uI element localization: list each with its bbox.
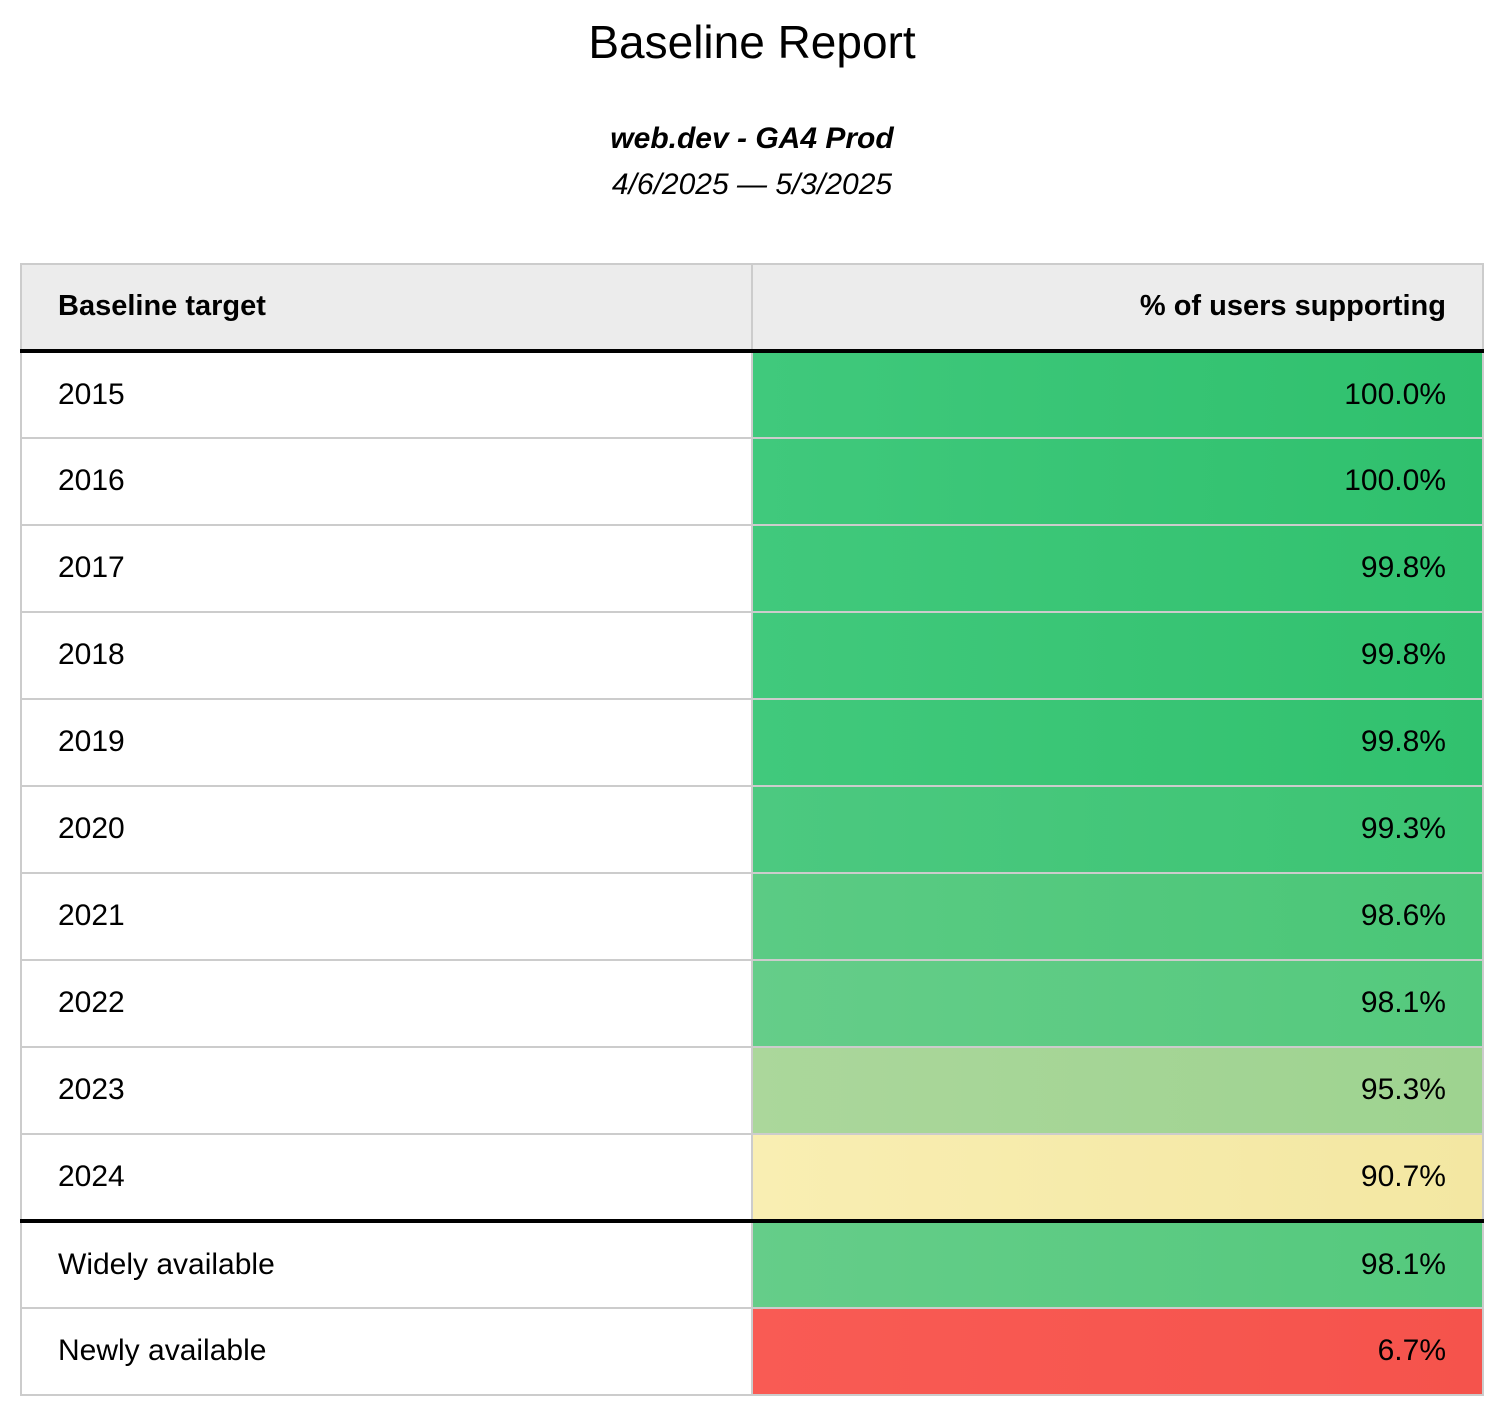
- baseline-target-cell: 2019: [20, 697, 753, 787]
- table-row: 2022 98.1%: [20, 958, 1484, 1048]
- baseline-target-cell: 2017: [20, 523, 753, 613]
- percent-cell: 99.8%: [751, 697, 1484, 787]
- table-row: 2018 99.8%: [20, 610, 1484, 700]
- percent-cell: 100.0%: [751, 436, 1484, 526]
- baseline-target-cell: 2016: [20, 436, 753, 526]
- table-row: 2017 99.8%: [20, 523, 1484, 613]
- percent-cell: 100.0%: [751, 349, 1484, 439]
- table-row-widely-available: Widely available 98.1%: [20, 1219, 1484, 1309]
- baseline-target-cell: 2018: [20, 610, 753, 700]
- table-row: 2020 99.3%: [20, 784, 1484, 874]
- table-row-last-year: 2024 90.7%: [20, 1132, 1484, 1223]
- report-date-range: 4/6/2025 — 5/3/2025: [611, 167, 893, 201]
- table-row-newly-available: Newly available 6.7%: [20, 1306, 1484, 1396]
- percent-cell: 98.1%: [751, 1219, 1484, 1309]
- table-row: 2019 99.8%: [20, 697, 1484, 787]
- percent-cell: 6.7%: [751, 1306, 1484, 1396]
- baseline-target-cell: 2022: [20, 958, 753, 1048]
- percent-cell: 99.8%: [751, 523, 1484, 613]
- baseline-target-cell: 2015: [20, 349, 753, 439]
- percent-cell: 98.6%: [751, 871, 1484, 961]
- baseline-target-cell: 2021: [20, 871, 753, 961]
- table-header-row: Baseline target % of users supporting: [20, 262, 1484, 353]
- baseline-target-cell: 2023: [20, 1045, 753, 1135]
- table-row: 2023 95.3%: [20, 1045, 1484, 1135]
- baseline-target-cell: 2020: [20, 784, 753, 874]
- baseline-table: Baseline target % of users supporting 20…: [20, 262, 1484, 1396]
- percent-cell: 99.3%: [751, 784, 1484, 874]
- table-row: 2021 98.6%: [20, 871, 1484, 961]
- column-header-baseline-target: Baseline target: [20, 262, 753, 353]
- report-source-label: web.dev - GA4 Prod: [610, 121, 894, 155]
- percent-cell: 95.3%: [751, 1045, 1484, 1135]
- percent-cell: 90.7%: [751, 1132, 1484, 1223]
- page-title: Baseline Report: [588, 16, 916, 68]
- table-row: 2016 100.0%: [20, 436, 1484, 526]
- table-row: 2015 100.0%: [20, 349, 1484, 439]
- baseline-target-cell: Widely available: [20, 1219, 753, 1309]
- baseline-target-cell: Newly available: [20, 1306, 753, 1396]
- percent-cell: 99.8%: [751, 610, 1484, 700]
- baseline-target-cell: 2024: [20, 1132, 753, 1223]
- percent-cell: 98.1%: [751, 958, 1484, 1048]
- column-header-percent-users: % of users supporting: [751, 262, 1484, 353]
